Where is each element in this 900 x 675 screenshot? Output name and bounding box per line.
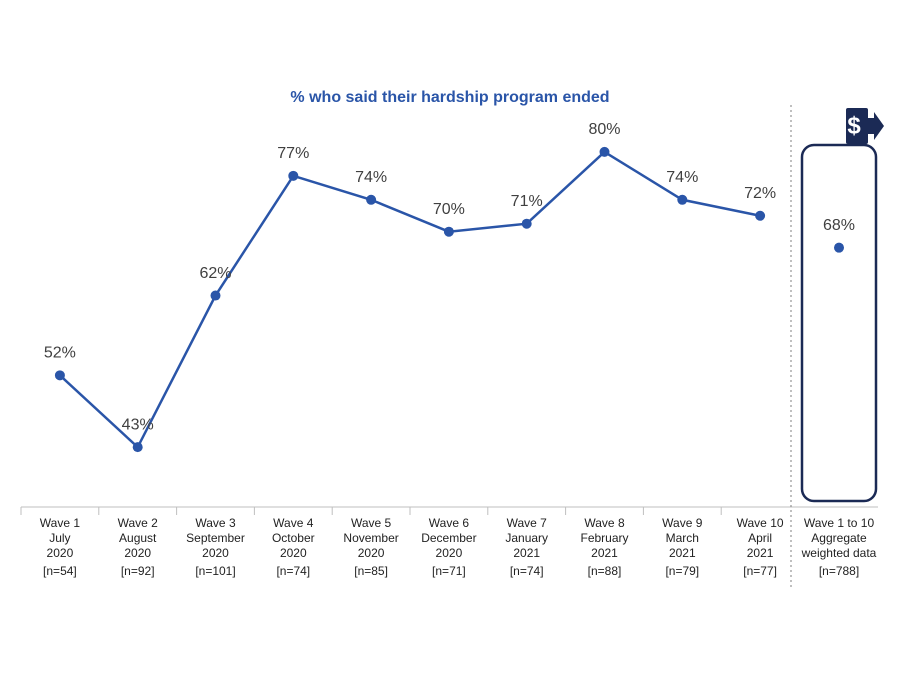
x-tick-label: August (119, 531, 157, 545)
value-label: 70% (433, 201, 465, 218)
x-tick-label: 2020 (202, 546, 229, 560)
point (288, 170, 299, 181)
x-tick-label: Wave 2 (118, 516, 159, 530)
x-tick-label: [n=54] (43, 564, 77, 578)
x-tick-label: [n=101] (195, 564, 235, 578)
x-tick-label: December (421, 531, 476, 545)
value-label: 43% (122, 416, 154, 433)
point (443, 226, 454, 237)
x-tick-label: 2020 (47, 546, 74, 560)
x-tick-label: [n=77] (743, 564, 777, 578)
x-tick-label: 2020 (124, 546, 151, 560)
x-tick-label: September (186, 531, 245, 545)
x-tick-label: 2021 (747, 546, 774, 560)
value-label: 71% (511, 193, 543, 210)
aggregate-box (800, 143, 878, 503)
point (521, 218, 532, 229)
x-tick-label: [n=788] (819, 564, 859, 578)
value-label: 62% (199, 265, 231, 282)
value-label: 74% (666, 169, 698, 186)
x-tick-label: Wave 10 (737, 516, 784, 530)
x-tick-label: Aggregate (811, 531, 867, 545)
x-tick-label: Wave 3 (195, 516, 236, 530)
x-tick-label: 2020 (436, 546, 463, 560)
point (54, 370, 65, 381)
x-tick-label: 2021 (669, 546, 696, 560)
x-tick-label: Wave 1 to 10 (804, 516, 875, 530)
value-label: 74% (355, 169, 387, 186)
x-tick-label: [n=85] (354, 564, 388, 578)
value-label: 77% (277, 145, 309, 162)
value-label: 52% (44, 345, 76, 362)
x-tick-label: Wave 4 (273, 516, 314, 530)
x-tick-label: 2021 (591, 546, 618, 560)
x-tick-label: 2020 (280, 546, 307, 560)
x-tick-label: weighted data (801, 546, 877, 560)
point (210, 290, 221, 301)
x-tick-label: [n=74] (276, 564, 310, 578)
x-tick-label: [n=74] (510, 564, 544, 578)
point (132, 442, 143, 453)
icon: $ (846, 108, 884, 144)
x-tick-label: [n=88] (588, 564, 622, 578)
x-tick-label: October (272, 531, 315, 545)
x-tick-label: Wave 9 (662, 516, 703, 530)
series-line (59, 150, 761, 450)
x-tick-label: [n=92] (121, 564, 155, 578)
x-tick-label: Wave 6 (429, 516, 470, 530)
x-tick-label: Wave 5 (351, 516, 392, 530)
value-label: 72% (744, 185, 776, 202)
value-label: 68% (823, 217, 855, 234)
chart-title: % who said their hardship program ended (290, 89, 609, 106)
value-label: 80% (588, 121, 620, 138)
point (755, 210, 766, 221)
x-tick-label: March (666, 531, 699, 545)
x-tick-label: April (748, 531, 772, 545)
x-tick-label: January (505, 531, 548, 545)
x-tick-label: November (343, 531, 398, 545)
x-tick-label: [n=79] (665, 564, 699, 578)
point (366, 194, 377, 205)
x-tick-label: [n=71] (432, 564, 466, 578)
x-tick-label: 2020 (358, 546, 385, 560)
point (599, 146, 610, 157)
x-tick-label: 2021 (513, 546, 540, 560)
point (834, 242, 844, 253)
x-tick-label: July (49, 531, 70, 545)
point (677, 194, 688, 205)
svg-text:$: $ (847, 112, 861, 139)
x-tick-label: February (580, 531, 628, 545)
x-tick-label: Wave 7 (507, 516, 548, 530)
x-tick-label: Wave 8 (584, 516, 625, 530)
x-tick-label: Wave 1 (40, 516, 81, 530)
